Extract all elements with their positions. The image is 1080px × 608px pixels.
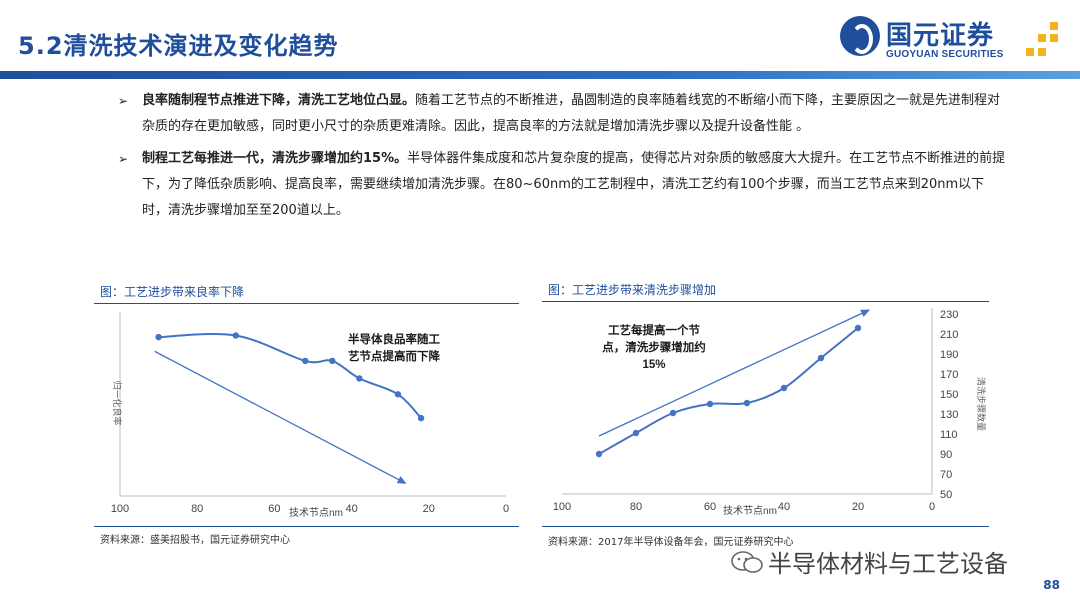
data-point xyxy=(417,414,425,422)
x-axis-title: 技术节点nm xyxy=(289,506,343,519)
bullet-text: 随着工艺节点的不断推进，晶圆制造的良率随着线宽的不断缩小而下降，主要原因之一就是… xyxy=(142,93,1001,134)
bullet-lead: 制程工艺每推进一代，清洗步骤增加约15%。 xyxy=(142,151,408,166)
data-point xyxy=(854,324,862,332)
y-tick-label: 190 xyxy=(940,349,958,361)
logo-decor-square xyxy=(1038,34,1046,42)
data-point xyxy=(356,375,363,382)
data-point xyxy=(302,357,309,365)
chart-annotation: 工艺每提高一个节 xyxy=(608,323,700,337)
data-point xyxy=(669,409,677,417)
x-tick-label: 0 xyxy=(503,503,509,515)
logo-mark-icon xyxy=(840,16,880,56)
y-tick-label: 70 xyxy=(940,469,952,481)
y-tick-label: 110 xyxy=(940,429,958,441)
data-point xyxy=(155,333,162,341)
page-number: 88 xyxy=(1043,578,1060,592)
header-divider-bar xyxy=(0,71,1080,79)
x-tick-label: 40 xyxy=(345,503,357,515)
y-tick-label: 90 xyxy=(940,449,952,461)
y-tick-label: 210 xyxy=(940,329,958,341)
arrow-bullet-icon: ➢ xyxy=(118,152,129,166)
logo-decor-square xyxy=(1050,34,1058,42)
y-tick-label: 130 xyxy=(940,409,958,421)
data-point xyxy=(817,354,825,362)
x-tick-label: 40 xyxy=(778,501,790,513)
x-tick-label: 80 xyxy=(191,503,203,515)
logo-decor-square xyxy=(1026,48,1034,56)
data-point xyxy=(394,391,402,398)
x-tick-label: 100 xyxy=(553,501,571,513)
chart-annotation: 艺节点提高而下降 xyxy=(348,349,440,363)
x-tick-label: 20 xyxy=(852,501,864,513)
chart-annotation: 点，清洗步骤增加约 xyxy=(602,340,706,354)
figure-title-cleaning-steps: 图：工艺进步带来清洗步骤增加 xyxy=(548,283,717,297)
x-tick-label: 60 xyxy=(704,501,716,513)
logo-english-name: GUOYUAN SECURITIES xyxy=(886,49,1004,60)
y-axis-title: 归一化良率 xyxy=(112,380,123,425)
y-tick-label: 50 xyxy=(940,489,952,501)
arrow-bullet-icon: ➢ xyxy=(118,94,129,108)
chart-annotation: 15% xyxy=(642,359,665,371)
figure-source-yield: 资料来源：盛美招股书，国元证券研究中心 xyxy=(100,535,290,546)
bullet-item: ➢ 制程工艺每推进一代，清洗步骤增加约15%。半导体器件集成度和芯片复杂度的提高… xyxy=(118,146,1008,224)
watermark-text: 半导体材料与工艺设备 xyxy=(768,550,1008,578)
chart-annotation: 半导体良品率随工 xyxy=(348,332,440,346)
data-point xyxy=(743,399,751,407)
y-tick-label: 170 xyxy=(940,369,958,381)
bullet-list: ➢ 良率随制程节点推进下降，清洗工艺地位凸显。随着工艺节点的不断推进，晶圆制造的… xyxy=(118,88,1008,230)
figure-title-yield: 图：工艺进步带来良率下降 xyxy=(100,285,245,299)
trend-arrow xyxy=(598,309,871,437)
y-tick-label: 230 xyxy=(940,309,958,321)
x-tick-label: 0 xyxy=(929,501,935,513)
y-tick-label: 150 xyxy=(940,389,958,401)
page-title: 5.2清洗技术演进及变化趋势 xyxy=(18,32,339,60)
logo-decor-square xyxy=(1050,22,1058,30)
x-tick-label: 60 xyxy=(268,503,280,515)
logo-decor-square xyxy=(1038,48,1046,56)
data-point xyxy=(632,429,640,437)
logo-chinese-name: 国元证券 xyxy=(886,21,995,51)
data-point xyxy=(329,357,336,365)
bullet-text: 半导体器件集成度和芯片复杂度的提高，使得芯片对杂质的敏感度大大提升。在工艺节点不… xyxy=(142,151,1006,218)
figure-bottom-rule xyxy=(94,526,519,527)
data-point xyxy=(780,384,788,392)
figure-source-cleaning: 资料来源：2017年半导体设备年会，国元证券研究中心 xyxy=(548,537,794,548)
wechat-icon xyxy=(731,551,763,573)
cleaning-steps-line-chart: 100 80 60 40 20 0 50 70 90 110 130 150 170 190 210 230 技… xyxy=(553,308,987,517)
figure-title-rule xyxy=(94,303,519,304)
data-point xyxy=(232,332,239,339)
trend-arrow xyxy=(154,350,407,484)
bullet-lead: 良率随制程节点推进下降，清洗工艺地位凸显。 xyxy=(142,93,416,108)
x-axis-title: 技术节点nm xyxy=(723,504,777,517)
x-tick-label: 80 xyxy=(630,501,642,513)
bullet-item: ➢ 良率随制程节点推进下降，清洗工艺地位凸显。随着工艺节点的不断推进，晶圆制造的… xyxy=(118,88,1008,140)
series-line xyxy=(598,327,859,455)
company-logo: 国元证券 GUOYUAN SECURITIES xyxy=(838,12,1070,68)
data-point xyxy=(595,450,603,458)
x-tick-label: 20 xyxy=(423,503,435,515)
x-tick-label: 100 xyxy=(111,503,129,515)
figure-title-rule xyxy=(542,301,989,302)
figure-bottom-rule xyxy=(542,526,989,527)
data-point xyxy=(706,400,714,408)
y-axis-title: 清洗步骤数量 xyxy=(976,377,987,431)
series-line xyxy=(158,333,422,419)
